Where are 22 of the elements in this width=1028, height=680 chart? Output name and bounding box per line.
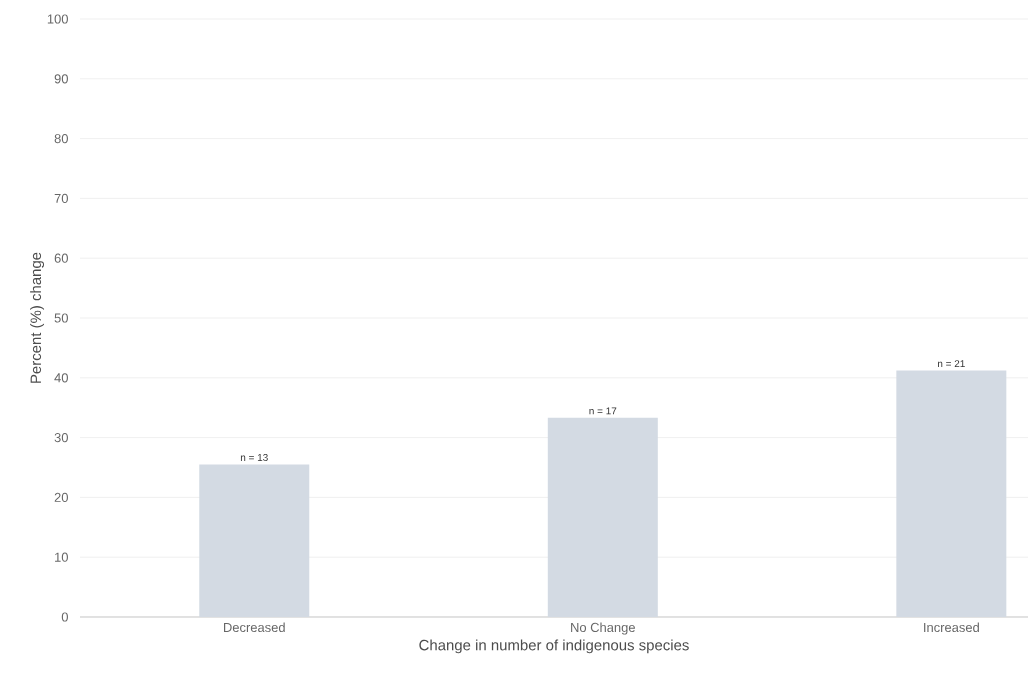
y-tick-label: 0	[61, 612, 68, 622]
x-axis-title: Change in number of indigenous species	[419, 639, 689, 654]
y-tick-label: 20	[54, 492, 68, 502]
y-tick-label: 30	[54, 433, 68, 443]
y-tick-label: 40	[54, 373, 68, 383]
y-axis-title: Percent (%) change	[30, 252, 45, 383]
annotation: n = 17	[589, 407, 617, 415]
y-tick-label: 50	[54, 313, 68, 323]
y-tick-label: 60	[54, 253, 68, 263]
annotation: n = 21	[938, 360, 965, 368]
y-tick-label: 80	[54, 134, 68, 144]
bar	[547, 417, 658, 617]
bar	[199, 464, 310, 617]
y-tick-label: 10	[55, 552, 68, 562]
x-tick-label: Increased	[924, 622, 979, 633]
y-tick-label: 90	[54, 74, 68, 84]
bar	[896, 370, 1007, 617]
x-tick-label: Decreased	[224, 622, 285, 633]
y-tick-label: 100	[47, 14, 68, 24]
annotation: n = 13	[240, 453, 268, 461]
y-tick-label: 70	[54, 193, 68, 203]
x-tick-label: No Change	[571, 622, 635, 635]
